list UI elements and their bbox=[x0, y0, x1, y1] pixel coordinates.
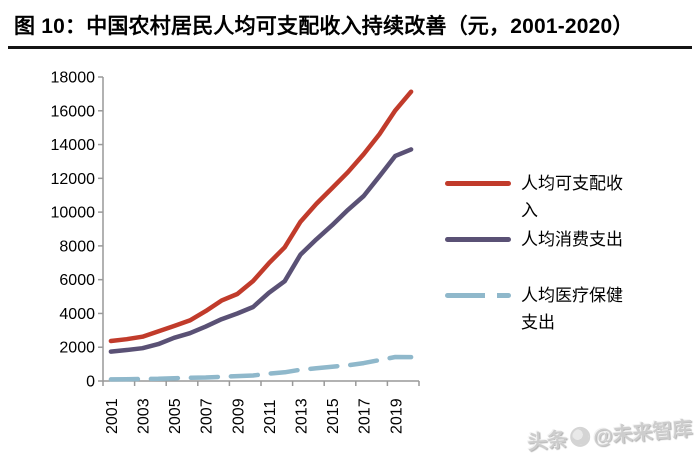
x-axis-label: 2017 bbox=[357, 398, 374, 434]
legend-swatch-2 bbox=[445, 293, 511, 298]
watermark-source: 头条 bbox=[527, 429, 569, 455]
series-line-0 bbox=[108, 89, 414, 344]
x-axis-label: 2009 bbox=[230, 398, 247, 434]
y-axis-label: 10000 bbox=[51, 205, 96, 222]
x-axis-label: 2019 bbox=[388, 398, 405, 434]
x-axis-label: 2001 bbox=[104, 398, 121, 434]
y-axis-label: 4000 bbox=[59, 306, 95, 323]
series-line-2 bbox=[108, 354, 414, 382]
y-axis-label: 0 bbox=[86, 374, 95, 391]
y-axis-label: 2000 bbox=[59, 340, 95, 357]
legend-label-0: 人均可支配收入 bbox=[521, 174, 623, 220]
legend-item-0: 人均可支配收入 bbox=[445, 170, 695, 224]
x-axis-label: 2003 bbox=[136, 398, 153, 434]
y-axis-label: 14000 bbox=[51, 137, 96, 154]
y-axis-label: 18000 bbox=[51, 70, 96, 87]
x-axis-label: 2011 bbox=[262, 399, 279, 434]
legend-swatch-1 bbox=[445, 237, 511, 242]
legend-swatch-0 bbox=[445, 181, 511, 186]
legend-label-1: 人均消费支出 bbox=[521, 230, 623, 249]
series-line-1 bbox=[108, 147, 414, 354]
x-axis-label: 2013 bbox=[294, 398, 311, 434]
y-axis-label: 8000 bbox=[59, 238, 95, 255]
x-axis-label: 2005 bbox=[167, 398, 184, 434]
y-axis-label: 16000 bbox=[51, 103, 96, 120]
chart-title: 图 10：中国农村居民人均可支配收入持续改善（元，2001-2020） bbox=[14, 15, 634, 38]
y-axis-label: 12000 bbox=[51, 171, 96, 188]
chart-legend: 人均可支配收入人均消费支出人均医疗保健支出 bbox=[445, 170, 695, 338]
toutiao-logo-icon bbox=[569, 425, 592, 448]
y-axis-label: 6000 bbox=[59, 272, 95, 289]
x-axis-label: 2007 bbox=[199, 398, 216, 434]
legend-item-1: 人均消费支出 bbox=[445, 226, 695, 253]
line-chart: 0 2000 4000 6000 8000 10000 12000 14000 16000 180… bbox=[51, 70, 420, 434]
legend-item-2: 人均医疗保健支出 bbox=[445, 282, 695, 336]
legend-label-2: 人均医疗保健支出 bbox=[521, 286, 623, 332]
x-axis-label: 2015 bbox=[325, 398, 342, 434]
title-underline bbox=[8, 46, 692, 49]
